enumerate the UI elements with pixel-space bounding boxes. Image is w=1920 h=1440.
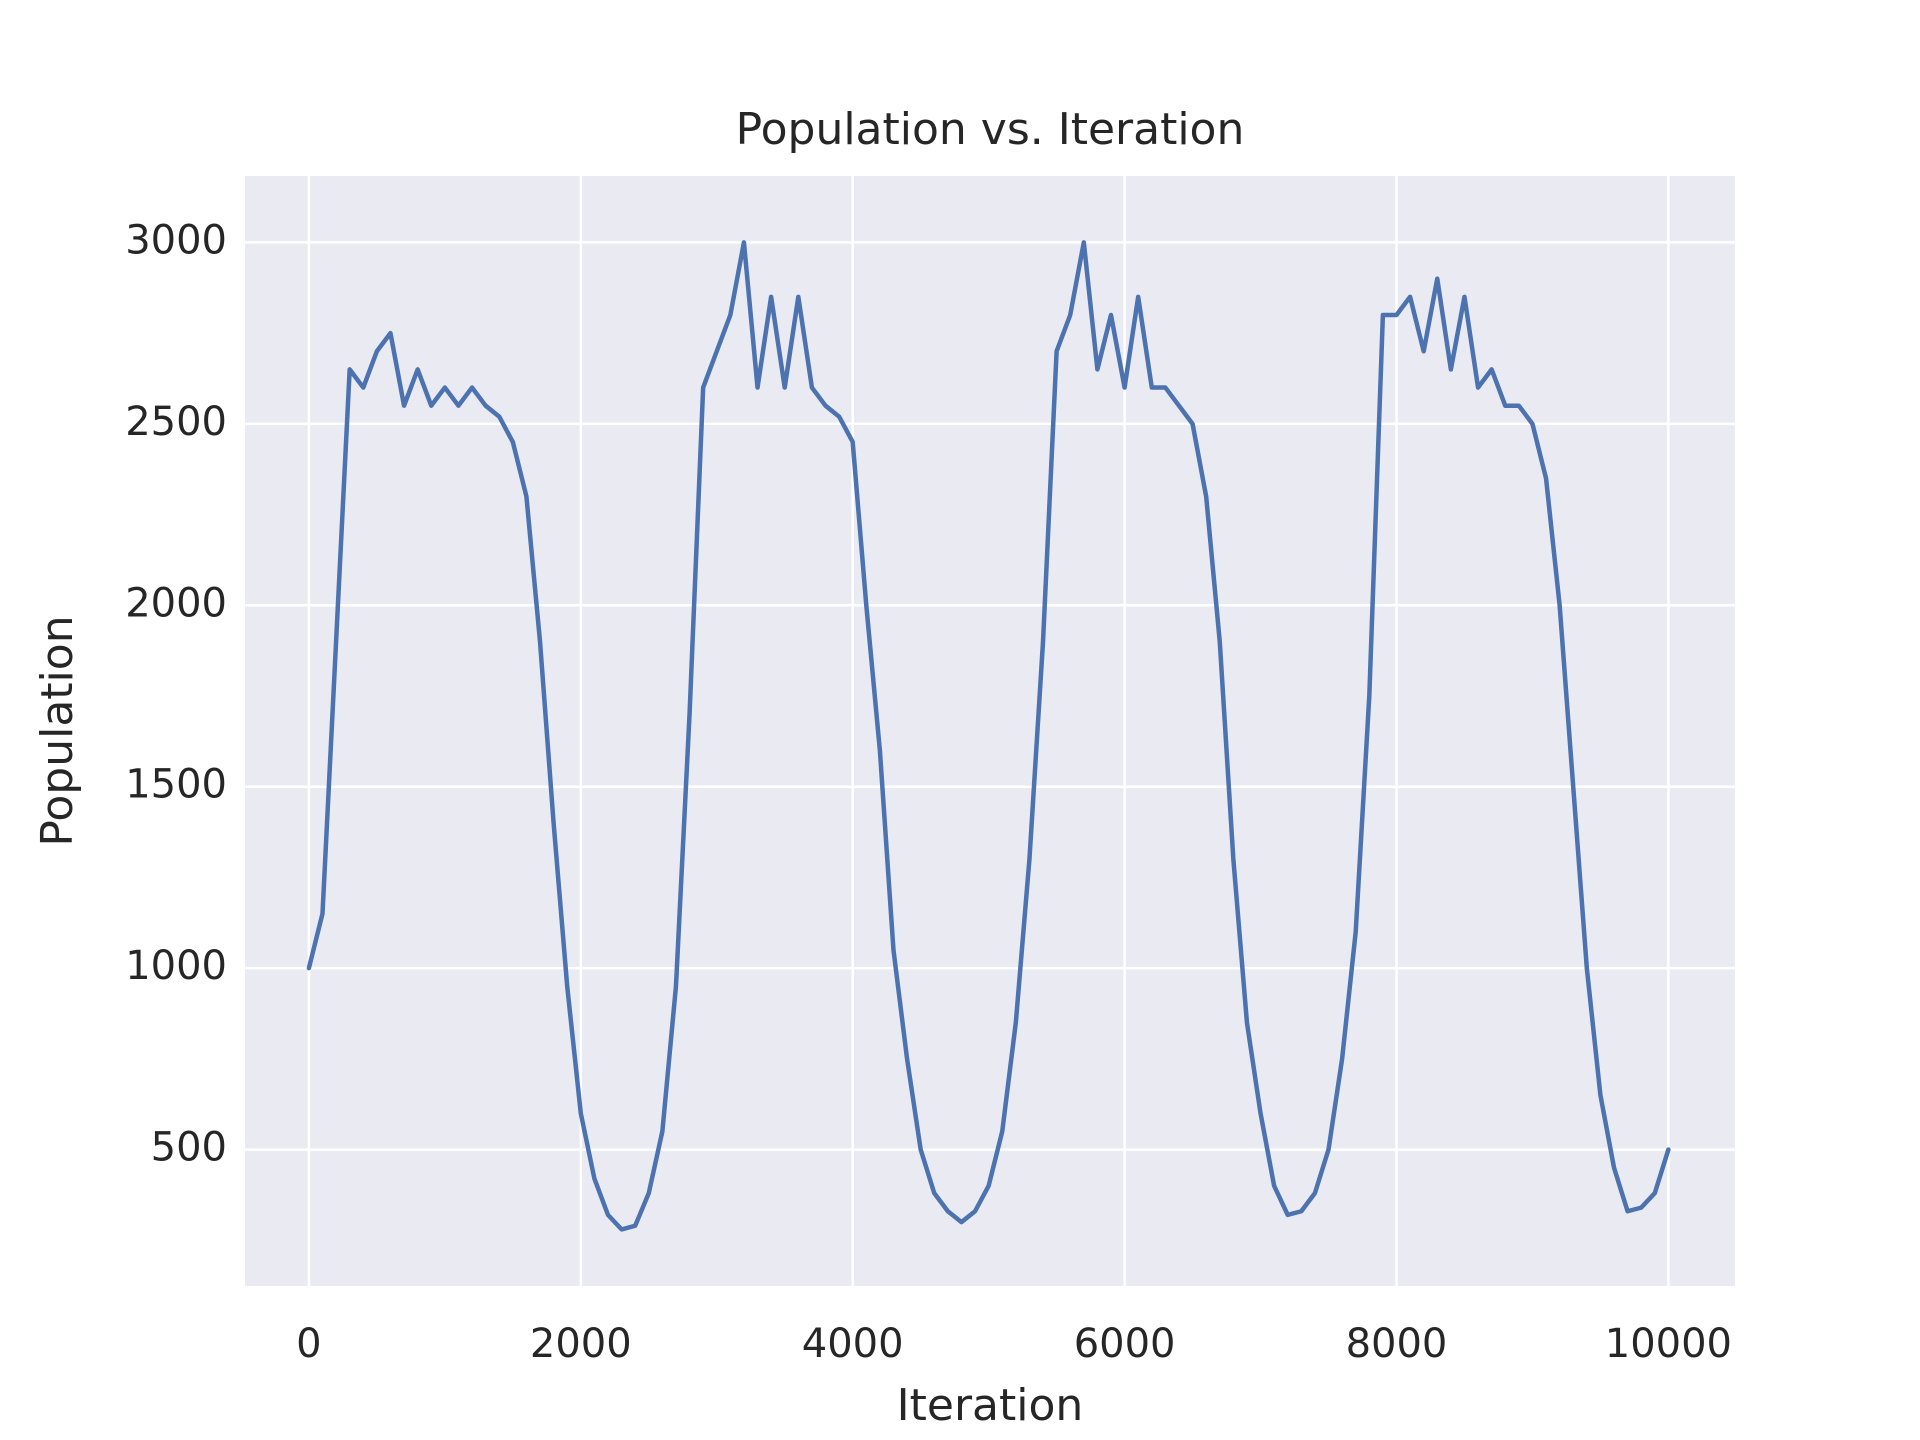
- marks: [306, 240, 1671, 1232]
- x-tick-label: 0: [296, 1321, 321, 1367]
- y-tick-label: 500: [151, 1125, 227, 1171]
- x-tick-label: 4000: [802, 1321, 904, 1367]
- y-tick-label: 2500: [125, 399, 227, 445]
- data-line: [306, 240, 1671, 1232]
- y-tick-label: 3000: [125, 217, 227, 263]
- x-tick-label: 2000: [530, 1321, 632, 1367]
- x-axis-label: Iteration: [897, 1380, 1084, 1431]
- x-tick-label: 8000: [1346, 1321, 1448, 1367]
- x-tick-label: 10000: [1605, 1321, 1732, 1367]
- chart-title: Population vs. Iteration: [736, 104, 1245, 155]
- y-tick-label: 2000: [125, 580, 227, 626]
- y-axis-label: Population: [32, 615, 83, 846]
- grid: [245, 176, 1735, 1286]
- plot-area: [245, 176, 1735, 1286]
- y-tick-label: 1000: [125, 943, 227, 989]
- y-tick-label: 1500: [125, 762, 227, 808]
- x-tick-label: 6000: [1074, 1321, 1176, 1367]
